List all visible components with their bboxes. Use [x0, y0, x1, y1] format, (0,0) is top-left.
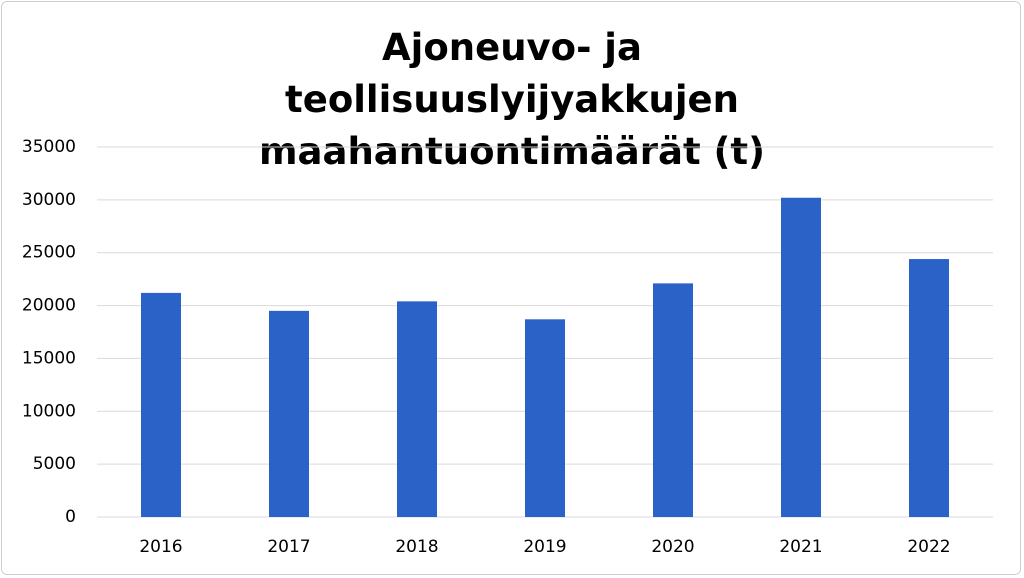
x-tick-label: 2022: [907, 537, 950, 557]
x-tick-label: 2016: [139, 537, 182, 557]
x-tick-label: 2018: [395, 537, 438, 557]
y-tick-label: 15000: [22, 348, 76, 368]
bar: [397, 301, 437, 517]
y-tick-label: 30000: [22, 190, 76, 210]
x-tick-label: 2020: [651, 537, 694, 557]
x-tick-label: 2021: [779, 537, 822, 557]
y-tick-label: 20000: [22, 296, 76, 316]
y-tick-label: 35000: [22, 137, 76, 157]
y-tick-label: 10000: [22, 401, 76, 421]
x-tick-label: 2017: [267, 537, 310, 557]
bar: [141, 292, 181, 517]
bar: [909, 259, 949, 517]
chart-title: Ajoneuvo- ja teollisuuslyijyakkujen maah…: [258, 26, 766, 173]
bar: [781, 197, 821, 517]
bar: [269, 310, 309, 517]
y-tick-label: 0: [65, 507, 76, 527]
x-tick-label: 2019: [523, 537, 566, 557]
bar: [525, 319, 565, 517]
bar: [653, 283, 693, 517]
y-tick-label: 5000: [33, 454, 76, 474]
y-tick-label: 25000: [22, 243, 76, 263]
